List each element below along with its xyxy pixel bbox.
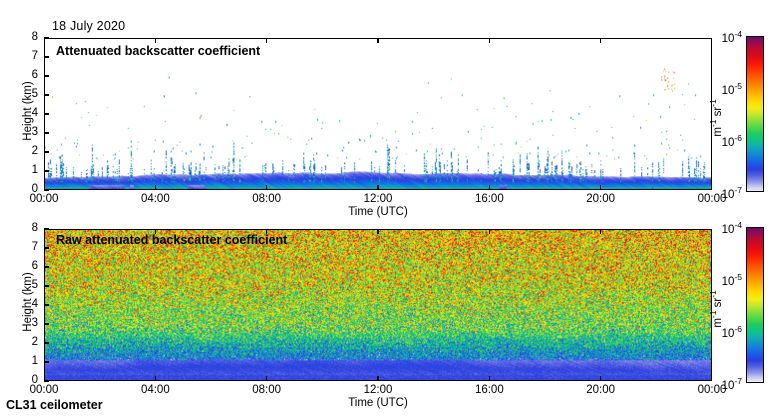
- y-tick-label: 5: [31, 88, 38, 100]
- x-tick-mark: [154, 185, 156, 190]
- x-tick-label: 00:00: [29, 384, 59, 396]
- colorbar-tick-label: 10-7: [721, 376, 742, 392]
- x-tick-label: 00:00: [697, 384, 727, 396]
- colorbar-gradient-panel1: [747, 37, 763, 191]
- y-tick-label: 3: [31, 126, 38, 138]
- y-tick-label: 5: [31, 279, 38, 291]
- y-tick-mark: [44, 75, 49, 77]
- x-tick-label: 04:00: [140, 193, 170, 205]
- y-tick-mark: [44, 132, 49, 134]
- colorbar-panel1: [746, 36, 764, 192]
- x-tick-mark: [488, 229, 490, 234]
- x-tick-mark: [266, 229, 268, 234]
- x-tick-mark: [488, 185, 490, 190]
- date-title: 18 July 2020: [52, 19, 126, 33]
- x-tick-label: 04:00: [140, 384, 170, 396]
- colorbar-tick-label: 10-6: [721, 324, 742, 340]
- y-tick-mark: [44, 94, 49, 96]
- colorbar-tick-label: 10-5: [721, 272, 742, 288]
- x-tick-mark: [154, 376, 156, 381]
- y-tick-label: 2: [31, 145, 38, 157]
- x-tick-mark: [266, 38, 268, 43]
- y-tick-mark: [44, 170, 49, 172]
- colorbar-tick-label: 10-6: [721, 133, 742, 149]
- colorbar-gradient-panel2: [747, 228, 763, 382]
- y-tick-label: 4: [31, 107, 38, 119]
- y-tick-mark: [44, 56, 49, 58]
- x-tick-label: 20:00: [586, 384, 616, 396]
- y-tick-mark: [44, 380, 49, 382]
- x-tick-label: 08:00: [252, 193, 282, 205]
- y-tick-mark: [44, 304, 49, 306]
- y-tick-label: 6: [31, 69, 38, 81]
- y-tick-mark: [44, 285, 49, 287]
- y-tick-label: 6: [31, 260, 38, 272]
- y-tick-mark: [44, 189, 49, 191]
- x-tick-mark: [377, 38, 379, 43]
- panel-title-attenuated-backscatter: Attenuated backscatter coefficient: [56, 44, 261, 58]
- y-tick-label: 2: [31, 336, 38, 348]
- x-tick-label: 16:00: [474, 193, 504, 205]
- panel1-x-axis-label: Time (UTC): [348, 206, 408, 218]
- y-tick-mark: [44, 151, 49, 153]
- y-tick-label: 0: [31, 183, 38, 195]
- y-tick-label: 3: [31, 317, 38, 329]
- x-tick-mark: [488, 376, 490, 381]
- x-tick-mark: [377, 376, 379, 381]
- colorbar-panel1-unit: m-1 sr-1: [708, 99, 724, 137]
- x-tick-mark: [266, 376, 268, 381]
- y-tick-mark: [44, 361, 49, 363]
- x-tick-mark: [600, 38, 602, 43]
- x-tick-label: 12:00: [363, 193, 393, 205]
- x-tick-label: 20:00: [586, 193, 616, 205]
- x-tick-label: 00:00: [29, 193, 59, 205]
- x-tick-mark: [154, 229, 156, 234]
- y-tick-label: 1: [31, 355, 38, 367]
- x-tick-mark: [488, 38, 490, 43]
- y-tick-label: 7: [31, 50, 38, 62]
- x-tick-label: 12:00: [363, 384, 393, 396]
- y-tick-mark: [44, 113, 49, 115]
- y-tick-label: 8: [31, 31, 38, 43]
- colorbar-panel2-unit: m-1 sr-1: [708, 290, 724, 328]
- y-tick-label: 7: [31, 241, 38, 253]
- y-tick-mark: [44, 37, 49, 39]
- y-tick-mark: [44, 323, 49, 325]
- y-tick-mark: [44, 228, 49, 230]
- y-tick-label: 0: [31, 374, 38, 386]
- x-tick-mark: [377, 185, 379, 190]
- colorbar-panel2: [746, 227, 764, 383]
- x-tick-label: 08:00: [252, 384, 282, 396]
- x-tick-label: 00:00: [697, 193, 727, 205]
- panel-title-raw-attenuated-backscatter: Raw attenuated backscatter coefficient: [56, 233, 288, 247]
- colorbar-tick-label: 10-4: [721, 29, 742, 45]
- instrument-footer: CL31 ceilometer: [6, 398, 103, 412]
- x-tick-mark: [600, 185, 602, 190]
- colorbar-tick-label: 10-4: [721, 220, 742, 236]
- y-tick-mark: [44, 247, 49, 249]
- panel-attenuated-backscatter-plot: [44, 38, 712, 190]
- y-tick-label: 8: [31, 222, 38, 234]
- y-tick-label: 1: [31, 164, 38, 176]
- x-tick-mark: [154, 38, 156, 43]
- y-tick-mark: [44, 342, 49, 344]
- colorbar-tick-label: 10-5: [721, 81, 742, 97]
- x-tick-mark: [266, 185, 268, 190]
- colorbar-tick-label: 10-7: [721, 185, 742, 201]
- y-tick-label: 4: [31, 298, 38, 310]
- panel-raw-attenuated-backscatter-plot: [44, 229, 712, 381]
- x-tick-label: 16:00: [474, 384, 504, 396]
- x-tick-mark: [600, 229, 602, 234]
- panel2-x-axis-label: Time (UTC): [348, 397, 408, 409]
- y-tick-mark: [44, 266, 49, 268]
- x-tick-mark: [600, 376, 602, 381]
- x-tick-mark: [377, 229, 379, 234]
